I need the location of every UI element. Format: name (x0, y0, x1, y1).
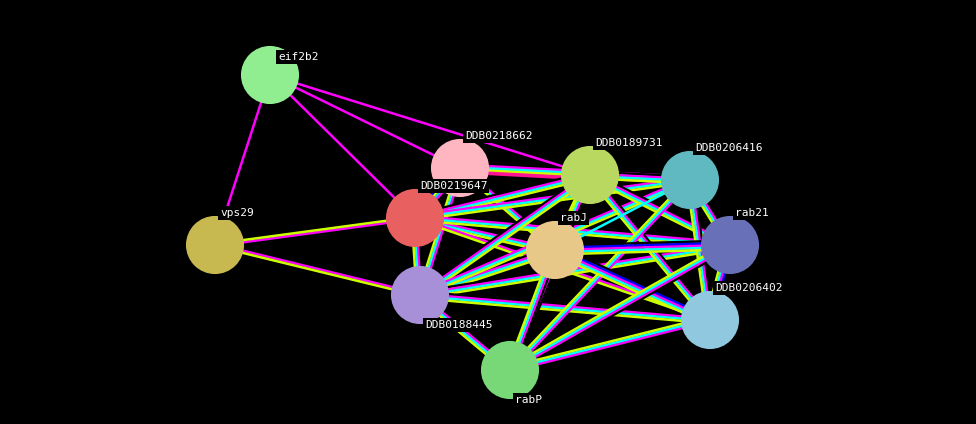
Text: rabJ: rabJ (560, 213, 587, 223)
Text: rabP: rabP (515, 395, 542, 405)
Circle shape (562, 147, 618, 203)
Text: DDB0206402: DDB0206402 (715, 283, 783, 293)
Circle shape (392, 267, 448, 323)
Circle shape (482, 342, 538, 398)
Text: vps29: vps29 (220, 208, 254, 218)
Circle shape (702, 217, 758, 273)
Circle shape (682, 292, 738, 348)
Text: DDB0188445: DDB0188445 (425, 320, 493, 330)
Circle shape (662, 152, 718, 208)
Circle shape (187, 217, 243, 273)
Circle shape (527, 222, 583, 278)
Circle shape (387, 190, 443, 246)
Text: DDB0206416: DDB0206416 (695, 143, 762, 153)
Circle shape (242, 47, 298, 103)
Text: eif2b2: eif2b2 (278, 52, 318, 62)
Text: DDB0218662: DDB0218662 (465, 131, 533, 141)
Text: DDB0189731: DDB0189731 (595, 138, 663, 148)
Text: rab21: rab21 (735, 208, 769, 218)
Circle shape (432, 140, 488, 196)
Text: DDB0219647: DDB0219647 (420, 181, 487, 191)
